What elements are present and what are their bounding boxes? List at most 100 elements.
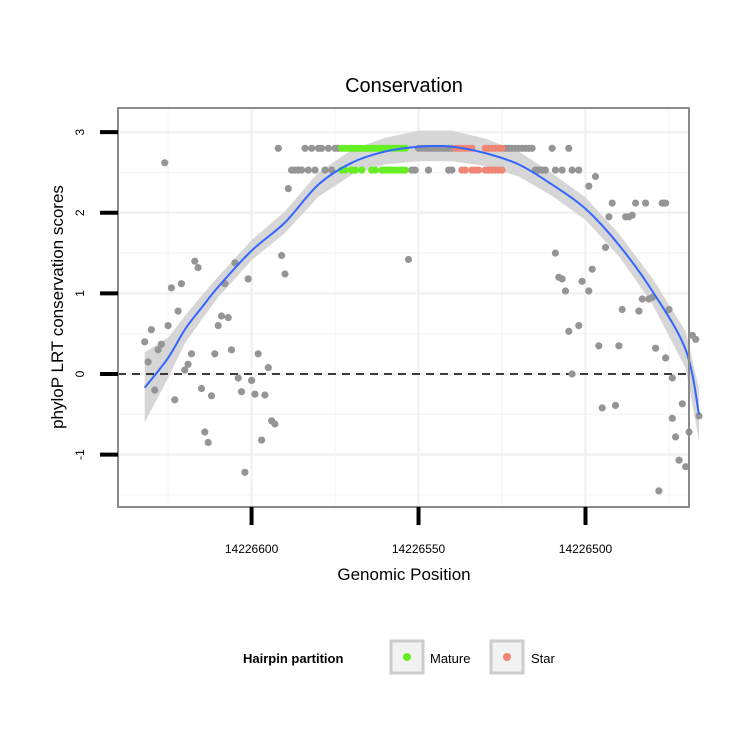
- data-point-other: [424, 166, 433, 174]
- data-point-other: [214, 322, 222, 330]
- data-point-other: [565, 327, 573, 335]
- data-point-other: [632, 199, 640, 207]
- data-point-other: [568, 370, 576, 378]
- data-point-other: [244, 275, 252, 283]
- data-point-other: [695, 412, 703, 420]
- data-point-other: [251, 390, 259, 398]
- data-point-other: [662, 354, 670, 362]
- data-point-other: [157, 340, 165, 348]
- legend-label-mature: Mature: [430, 651, 470, 666]
- x-tick-label: 14226500: [559, 542, 613, 556]
- data-point-other: [575, 322, 583, 330]
- data-point-other: [261, 391, 269, 399]
- data-point-other: [595, 342, 603, 350]
- data-point-other: [601, 243, 610, 251]
- y-tick-label: 2: [73, 209, 87, 216]
- data-point-other: [181, 366, 189, 374]
- data-point-other: [304, 166, 312, 174]
- y-tick-label: 3: [73, 129, 87, 136]
- data-point-other: [328, 166, 336, 174]
- data-point-other: [628, 211, 636, 219]
- data-point-other: [615, 342, 623, 350]
- data-point-other: [635, 307, 643, 315]
- data-point-other: [324, 144, 332, 152]
- data-point-star: [475, 166, 483, 174]
- x-axis: 14226600 14226550 14226500: [225, 507, 613, 556]
- data-point-other: [274, 144, 282, 152]
- data-point-other: [608, 199, 616, 207]
- legend-title: Hairpin partition: [243, 651, 343, 666]
- data-point-other: [241, 468, 249, 476]
- data-point-other: [248, 376, 256, 384]
- data-point-other: [321, 166, 329, 174]
- data-point-other: [258, 436, 266, 444]
- x-tick-label: 14226550: [392, 542, 446, 556]
- data-point-other: [281, 270, 289, 278]
- data-point-other: [194, 264, 202, 272]
- data-point-other: [144, 358, 152, 366]
- data-point-mature: [351, 166, 359, 174]
- data-point-star: [461, 166, 469, 174]
- data-point-other: [184, 360, 192, 368]
- data-point-other: [528, 144, 536, 152]
- data-point-other: [662, 199, 670, 207]
- data-point-other: [217, 312, 226, 320]
- data-point-other: [618, 305, 626, 314]
- data-point-other: [234, 374, 242, 382]
- y-tick-label: -1: [73, 449, 87, 460]
- data-point-star: [498, 144, 506, 152]
- data-point-other: [588, 265, 596, 273]
- data-point-other: [147, 326, 155, 334]
- data-point-other: [585, 182, 593, 190]
- legend-marker-star: [503, 653, 511, 661]
- legend-marker-mature: [403, 653, 411, 661]
- data-point-other: [174, 307, 182, 315]
- data-point-other: [448, 166, 456, 174]
- data-point-other: [201, 428, 209, 436]
- data-point-other: [308, 144, 316, 152]
- data-point-other: [141, 338, 149, 346]
- data-point-other: [541, 166, 550, 174]
- data-point-other: [558, 166, 566, 174]
- data-point-other: [311, 166, 319, 174]
- data-point-other: [675, 456, 683, 464]
- data-point-other: [167, 284, 175, 292]
- smooth-trend-layer: [143, 144, 700, 415]
- data-point-other: [177, 280, 185, 288]
- smooth-trend-line: [143, 144, 700, 415]
- data-point-other: [164, 322, 172, 330]
- data-point-other: [585, 287, 593, 295]
- data-point-other: [655, 487, 663, 495]
- data-point-other: [237, 388, 246, 396]
- data-point-star: [498, 166, 506, 174]
- data-point-other: [204, 438, 212, 447]
- y-axis: -1 0 1 2 3: [73, 129, 118, 460]
- x-tick-label: 14226600: [225, 542, 279, 556]
- data-point-other: [605, 213, 613, 221]
- legend-key-mature: [389, 639, 425, 675]
- data-point-other: [672, 433, 680, 441]
- data-point-other: [318, 144, 326, 152]
- data-point-other: [284, 185, 292, 193]
- data-point-other: [171, 396, 179, 404]
- data-point-other: [682, 463, 690, 471]
- data-point-other: [298, 166, 306, 174]
- data-point-other: [558, 275, 566, 283]
- data-point-mature: [371, 166, 379, 174]
- data-point-mature: [401, 166, 409, 174]
- y-tick-label: 0: [73, 370, 87, 377]
- data-point-other: [668, 414, 676, 422]
- data-point-other: [211, 350, 219, 358]
- data-point-other: [568, 166, 576, 174]
- data-point-other: [278, 251, 286, 260]
- data-point-other: [665, 305, 673, 314]
- data-point-other: [551, 249, 560, 257]
- data-point-other: [578, 277, 586, 285]
- y-axis-title: phyloP LRT conservation scores: [48, 185, 67, 429]
- data-point-other: [565, 144, 573, 152]
- data-point-other: [231, 259, 239, 267]
- data-point-other: [271, 420, 279, 428]
- legend-label-star: Star: [531, 651, 556, 666]
- data-point-other: [154, 346, 162, 354]
